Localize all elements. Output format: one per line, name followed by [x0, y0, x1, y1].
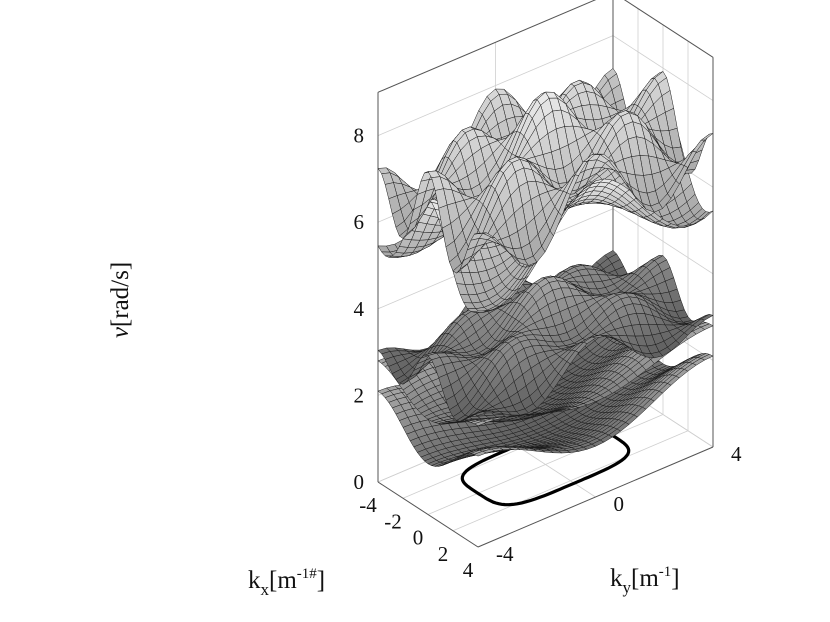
y-tick-label: -4	[496, 542, 514, 566]
z-tick-label: 0	[354, 470, 365, 494]
surface-patch	[473, 420, 488, 427]
y-tick-label: 0	[614, 492, 625, 516]
z-tick-label: 2	[354, 383, 365, 407]
y-axis-line	[477, 446, 714, 548]
z-tick-label: 8	[354, 124, 365, 148]
z-tick-label: 6	[354, 210, 365, 234]
x-axis-unit-sup: -1#	[297, 566, 317, 582]
y-tick-label: 4	[731, 442, 742, 466]
x-tick-label: 4	[463, 558, 474, 582]
surface-patch	[473, 450, 488, 457]
z-tick-label: 4	[354, 297, 365, 321]
x-tick-label: 0	[413, 526, 424, 550]
surface-patch	[700, 133, 714, 141]
x-axis-line	[377, 481, 479, 548]
top-right-edge	[623, 0, 714, 58]
z-axis-label: ν[rad/s]	[107, 262, 134, 338]
x-axis-base: k	[248, 567, 261, 594]
band-surface-3	[377, 250, 714, 422]
x-axis-unit-post: ]	[317, 567, 325, 594]
x-axis-label: kx[m-1#]	[248, 566, 325, 599]
x-tick-label: -4	[359, 493, 377, 517]
y-axis-label: ky[m-1]	[610, 564, 680, 597]
surface-patch	[473, 411, 488, 416]
dispersion-surfaces	[377, 68, 714, 467]
x-tick-label: -2	[384, 509, 402, 533]
y-axis-unit-pre: [m	[631, 565, 659, 592]
y-axis-base: k	[610, 565, 623, 592]
y-axis-unit-sup: -1	[659, 564, 672, 580]
x-axis-unit-pre: [m	[269, 567, 297, 594]
x-tick-label: 2	[438, 542, 449, 566]
top-left-edge	[377, 0, 597, 93]
y-axis-unit-post: ]	[671, 565, 679, 592]
z-axis-unit: [rad/s]	[107, 262, 134, 327]
